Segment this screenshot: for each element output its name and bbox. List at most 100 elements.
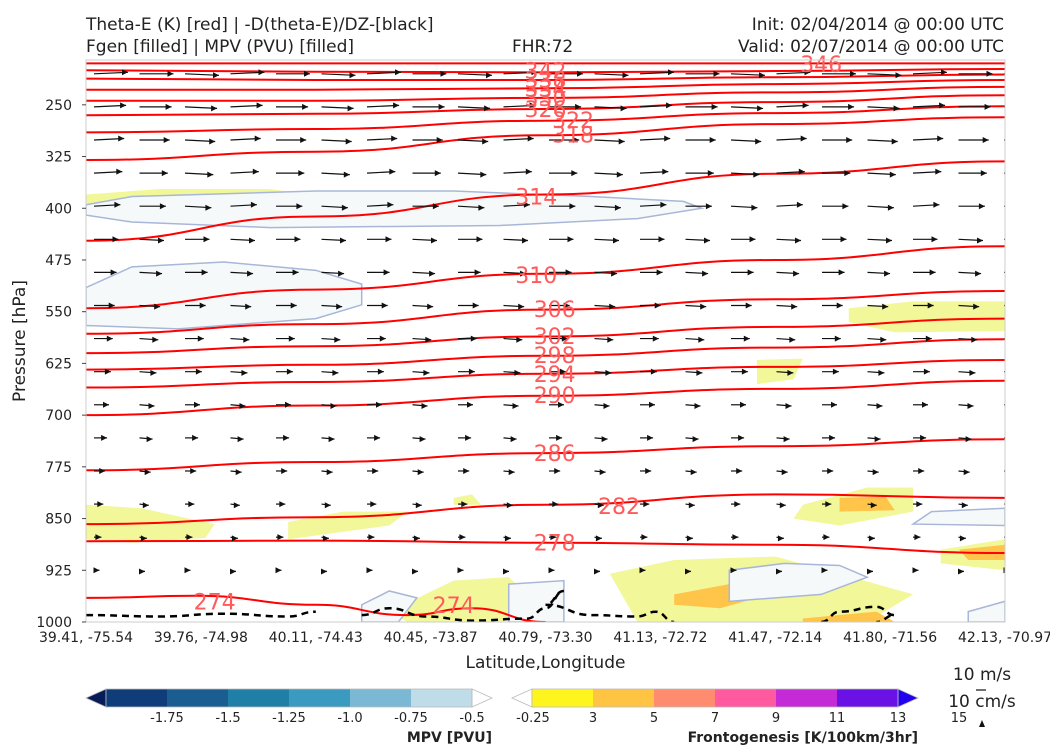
- wind-vector-head: [984, 103, 991, 110]
- wind-vector-head: [886, 237, 892, 244]
- wind-vector-head: [457, 567, 464, 574]
- wind-vector-head: [668, 69, 674, 76]
- fgen-colorbar-extend-low: [511, 688, 533, 708]
- y-tick-label: 550: [45, 305, 72, 321]
- theta-e-contour-294: [86, 359, 1005, 389]
- fgen-region: [288, 511, 408, 540]
- mpv-region: [507, 579, 565, 622]
- wind-vector-head: [971, 336, 978, 343]
- wind-vector-head: [614, 204, 621, 211]
- x-tick-label: 40.45, -73.87: [384, 630, 478, 646]
- wind-vector-head: [912, 567, 919, 574]
- wind-vector-head: [832, 368, 839, 375]
- wind-vector-head: [302, 103, 309, 110]
- wind-vector-head: [876, 402, 883, 409]
- wind-vector-head: [941, 69, 947, 76]
- wind-vector-head: [844, 170, 851, 177]
- wind-vector-head: [1005, 534, 1011, 540]
- theta-e-contour-322: [86, 105, 1005, 134]
- wind-vector-head: [751, 204, 758, 211]
- wind-vector-head: [872, 469, 879, 476]
- wind-vector-head: [688, 502, 695, 509]
- wind-vector-head: [478, 204, 485, 211]
- wind-vector-head: [660, 201, 667, 208]
- wind-vector: [1003, 205, 1005, 207]
- wind-vector-head: [122, 69, 128, 76]
- theta-e-contour-338: [86, 73, 1005, 82]
- wind-vector-head: [575, 103, 582, 110]
- wind-vector: [1003, 172, 1005, 174]
- wind-vector-head: [368, 534, 375, 541]
- dthetae-dz-contour: [821, 605, 895, 622]
- y-tick-label: 925: [45, 563, 72, 579]
- wind-vector-head: [622, 72, 629, 79]
- wind-vector-head: [285, 401, 291, 408]
- wind-vector-head: [618, 138, 625, 145]
- wind-vector-head: [377, 368, 384, 375]
- wind-vector-head: [118, 135, 125, 142]
- wind-vector-head: [467, 401, 473, 408]
- wind-vector-head: [527, 135, 534, 142]
- mpv-colorbar-tick: -1.75: [150, 711, 184, 726]
- wind-vector-head: [241, 369, 248, 376]
- theta-e-contour-298: [86, 338, 1005, 371]
- wind-vector-head: [977, 237, 983, 244]
- wind-vector-head: [366, 567, 373, 574]
- y-tick-label: 1000: [36, 615, 72, 631]
- wind-vector-head: [740, 401, 746, 408]
- wind-vector-head: [556, 434, 563, 441]
- wind-vector-head: [152, 336, 159, 343]
- wind-vector-head: [1003, 567, 1005, 574]
- wind-vector-head: [97, 501, 104, 508]
- wind-vector-head: [184, 567, 191, 574]
- x-tick-label: 42.13, -70.97: [958, 630, 1050, 646]
- wind-vector-head: [798, 168, 805, 175]
- wind-vector-head: [567, 236, 574, 243]
- y-tick-label: 775: [45, 460, 72, 476]
- theta-e-contour-286: [86, 438, 1005, 472]
- contour-label: 342: [525, 59, 567, 84]
- contour-label: 286: [534, 442, 576, 467]
- wind-vector-head: [503, 568, 509, 575]
- title-line-1: Theta-E (K) [red] | -D(theta-E)/DZ-[blac…: [86, 15, 434, 35]
- wind-vector-head: [880, 336, 887, 343]
- mpv-colorbar-extend-low: [85, 688, 107, 708]
- wind-vector-head: [649, 401, 655, 408]
- wind-vector-head: [106, 335, 113, 342]
- wind-vector-head: [150, 369, 157, 376]
- wind-vector-head: [571, 170, 578, 177]
- wind-vector-head: [476, 236, 483, 243]
- plot-frame: [85, 59, 1006, 623]
- wind-vector-head: [707, 170, 714, 177]
- mpv-colorbar-tick: -0.75: [394, 711, 428, 726]
- wind-vector-head: [793, 270, 800, 277]
- wind-vector-head: [616, 171, 623, 178]
- theta-e-contour-282: [86, 493, 1005, 526]
- fgen-region: [453, 494, 482, 505]
- wind-vector-head: [482, 138, 489, 145]
- wind-vector-head: [395, 69, 401, 76]
- wind-vector-head: [518, 303, 525, 310]
- fgen-colorbar-tick: 9: [772, 711, 780, 726]
- wind-vector-head: [595, 535, 602, 542]
- wind-vector-head: [512, 402, 519, 409]
- contour-label: 306: [534, 298, 576, 323]
- theta-e-contour-306: [86, 290, 1005, 335]
- wind-vector-head: [961, 502, 968, 509]
- fgen-colorbar-swatch: [532, 689, 594, 707]
- wind-vector-head: [1011, 435, 1017, 441]
- wind-vector-head: [116, 168, 123, 175]
- wind-vector-head: [486, 72, 492, 79]
- wind-vector-head: [321, 568, 327, 575]
- wind-vector-head: [330, 402, 337, 409]
- wind-vector-head: [840, 236, 847, 243]
- wind-scale-label: 10 m/s: [953, 665, 1011, 685]
- wind-vector-head: [383, 269, 390, 276]
- wind-vector-head: [480, 171, 487, 178]
- fgen-colorbar-swatch: [593, 689, 655, 707]
- wind-vector-head: [233, 502, 240, 509]
- x-axis-label: Latitude,Longitude: [466, 653, 626, 673]
- wind-vector-head: [393, 102, 400, 109]
- wind-vector-head: [1019, 302, 1025, 308]
